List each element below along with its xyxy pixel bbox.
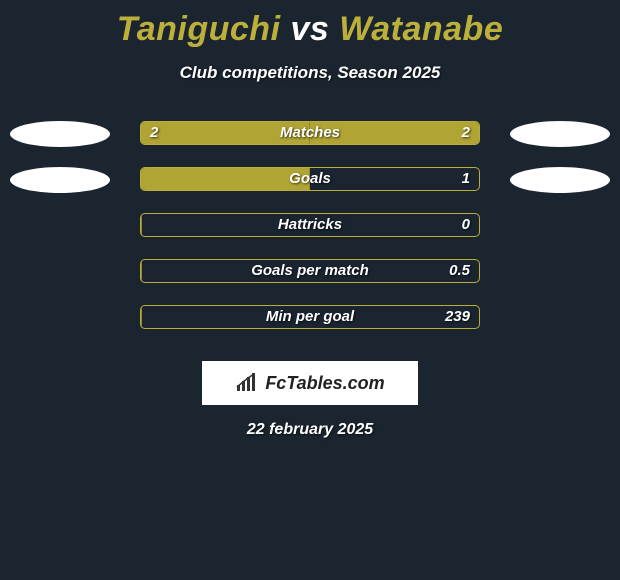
- subtitle: Club competitions, Season 2025: [0, 63, 620, 83]
- stat-bar-right-fill: [310, 122, 479, 144]
- stat-bar: [140, 213, 480, 237]
- stat-bar-left-fill: [141, 214, 142, 236]
- player-left-oval: [10, 167, 110, 193]
- comparison-row: Hattricks0: [0, 213, 620, 259]
- logo-text: FcTables.com: [265, 373, 384, 394]
- logo-box: FcTables.com: [202, 361, 418, 405]
- stat-value-left: 2: [150, 121, 158, 145]
- stat-bar-left-fill: [141, 168, 310, 190]
- comparison-row: Goals1: [0, 167, 620, 213]
- player-right-oval: [510, 121, 610, 147]
- comparison-row: Matches22: [0, 121, 620, 167]
- page-title: Taniguchi vs Watanabe: [0, 0, 620, 49]
- stat-value-right: 239: [445, 305, 470, 329]
- player-right-oval: [510, 167, 610, 193]
- stat-bar-left-fill: [141, 306, 142, 328]
- stat-bar-left-fill: [141, 260, 142, 282]
- stat-bar: [140, 259, 480, 283]
- stat-bar-left-fill: [141, 122, 310, 144]
- date-text: 22 february 2025: [0, 421, 620, 439]
- stat-value-right: 0: [462, 213, 470, 237]
- title-right-name: Watanabe: [339, 10, 503, 48]
- comparison-row: Goals per match0.5: [0, 259, 620, 305]
- stat-value-right: 1: [462, 167, 470, 191]
- title-vs: vs: [290, 10, 329, 48]
- stat-value-right: 0.5: [449, 259, 470, 283]
- stat-bar: [140, 167, 480, 191]
- stat-bar: [140, 121, 480, 145]
- content-root: Taniguchi vs Watanabe Club competitions,…: [0, 0, 620, 580]
- comparison-row: Min per goal239: [0, 305, 620, 351]
- player-left-oval: [10, 121, 110, 147]
- stat-bar: [140, 305, 480, 329]
- bar-chart-icon: [235, 373, 261, 393]
- comparison-rows: Matches22Goals1Hattricks0Goals per match…: [0, 121, 620, 351]
- title-left-name: Taniguchi: [117, 10, 281, 48]
- stat-value-right: 2: [462, 121, 470, 145]
- logo-inner: FcTables.com: [235, 373, 384, 394]
